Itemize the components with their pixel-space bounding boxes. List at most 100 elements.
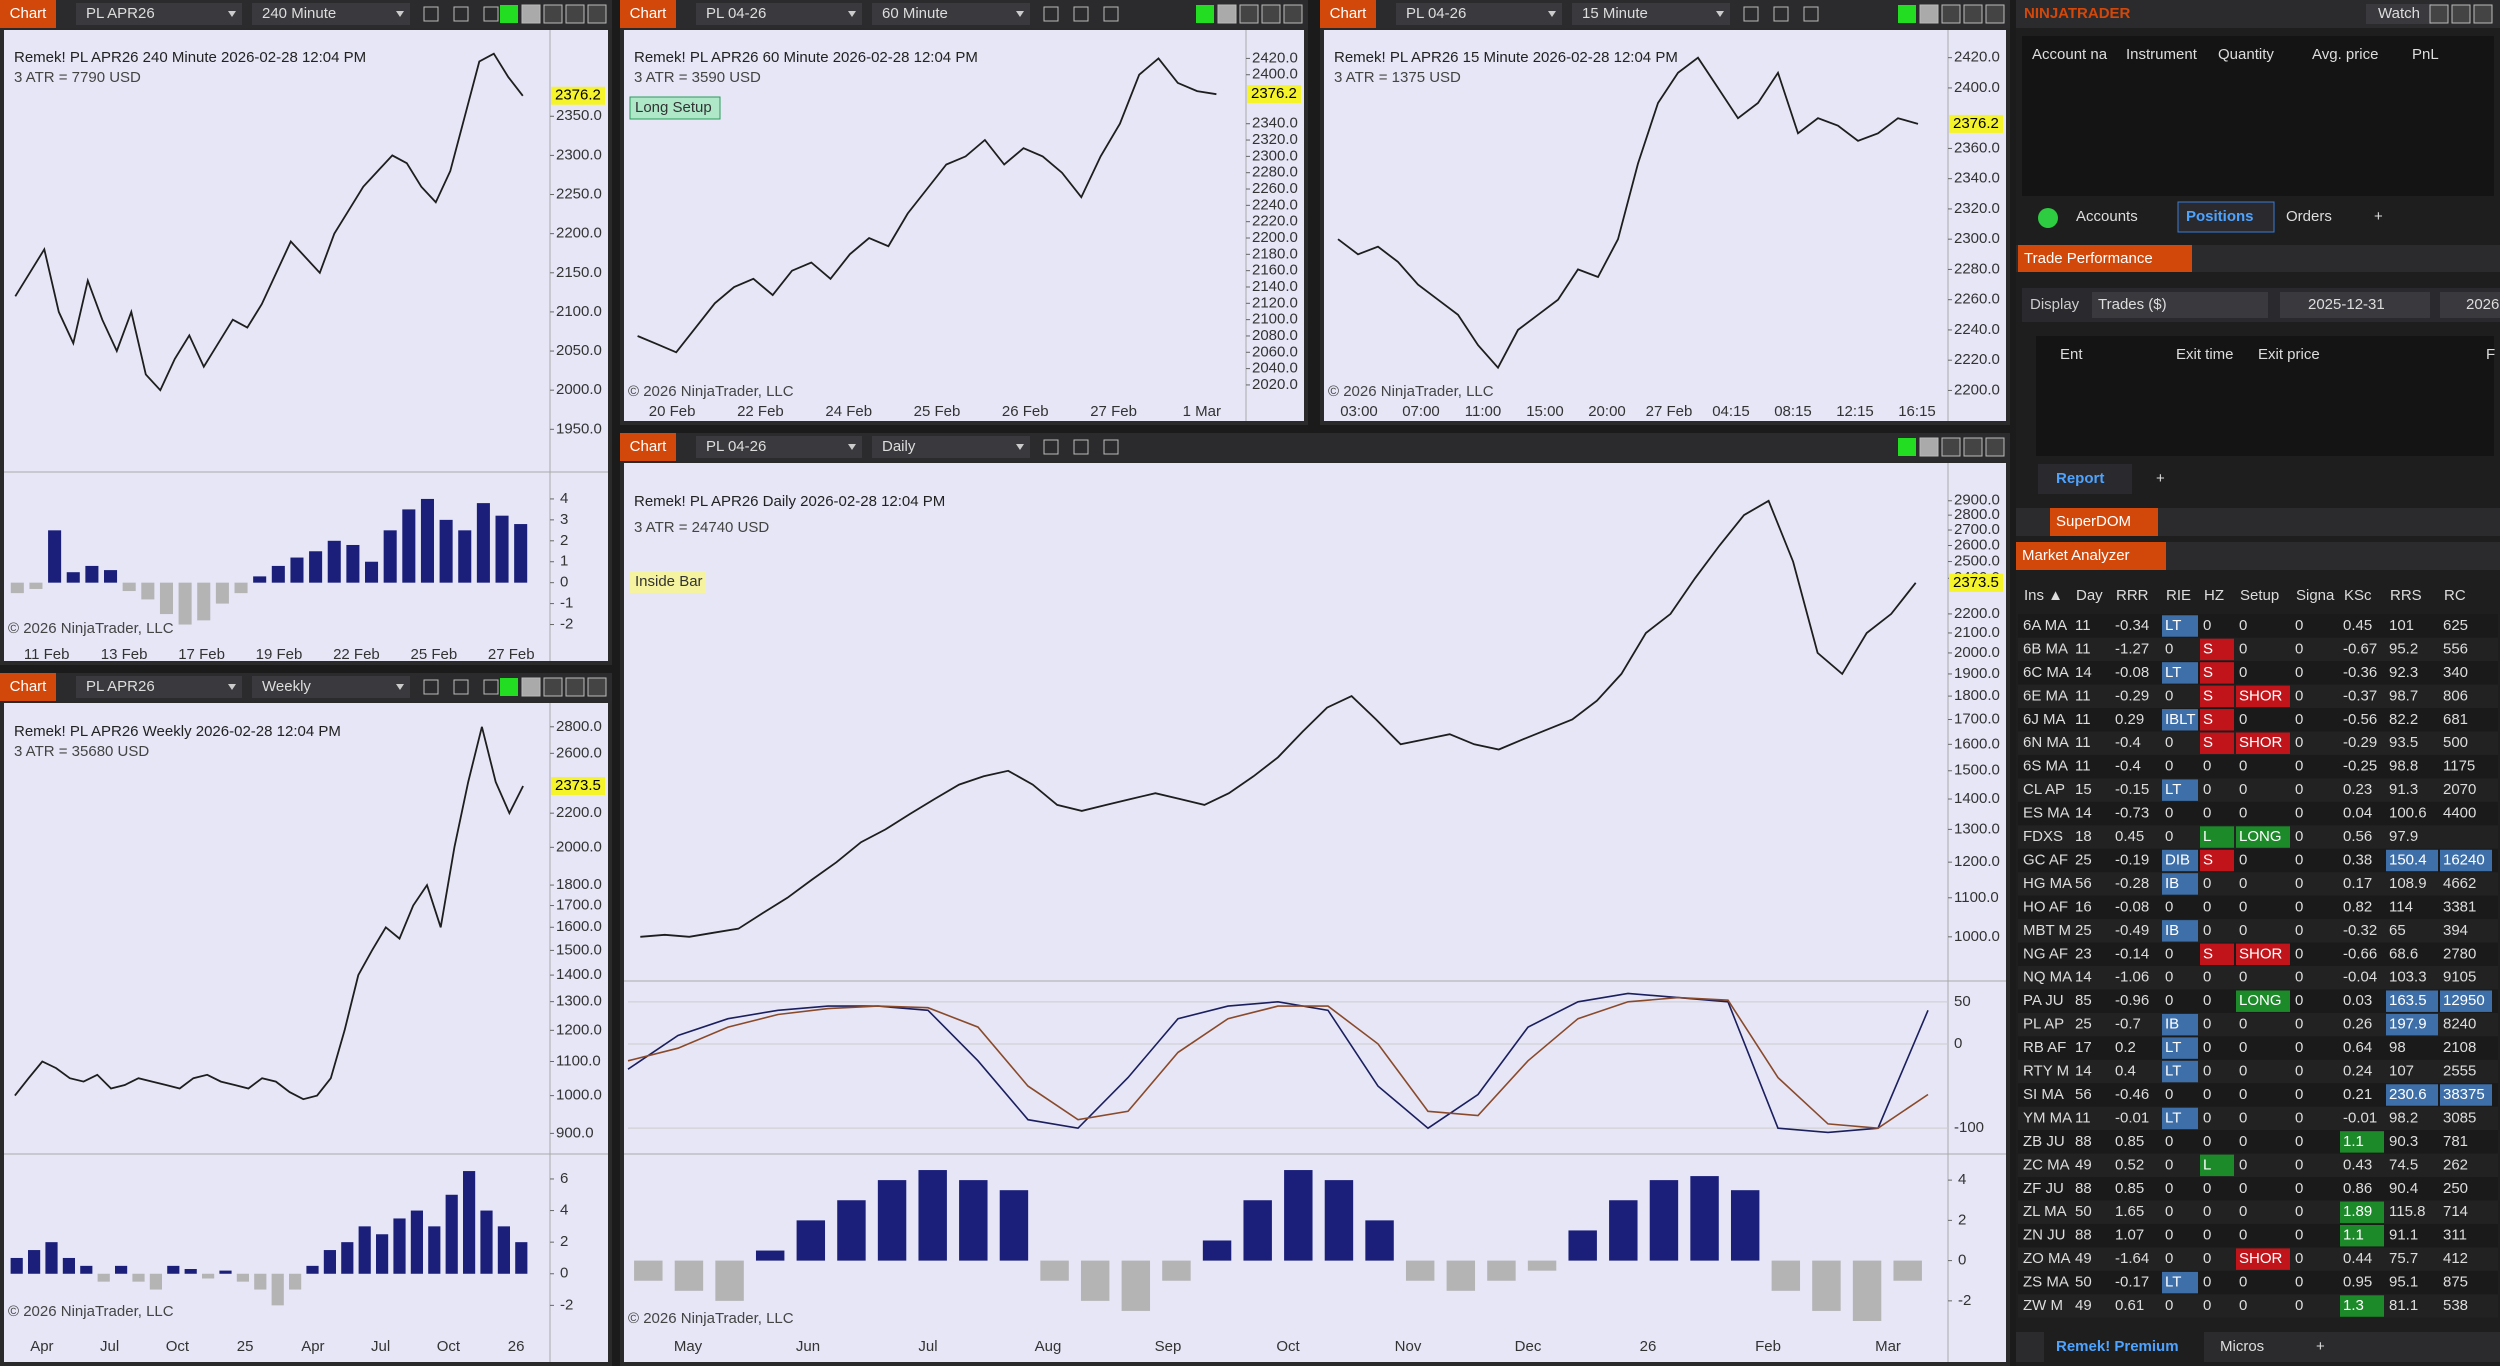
- table-cell: 0: [2165, 734, 2173, 751]
- chart-tab[interactable]: [0, 0, 56, 28]
- chart-tab[interactable]: [620, 433, 676, 461]
- interval-selector[interactable]: [252, 3, 410, 25]
- toolbar-icon[interactable]: [453, 6, 469, 22]
- tab: Accounts: [2076, 208, 2138, 225]
- window-button[interactable]: [1261, 4, 1281, 24]
- table-cell: 0: [2239, 1016, 2247, 1033]
- window-button[interactable]: [1963, 4, 1983, 24]
- toolbar-icon[interactable]: [453, 679, 469, 695]
- y-tick-label: 1900.0: [1954, 665, 2000, 682]
- histogram-bar: [184, 1269, 197, 1274]
- table-cell: 95.1: [2389, 1274, 2418, 1291]
- interval-selector[interactable]: [872, 3, 1030, 25]
- table-cell: 0: [2203, 1133, 2211, 1150]
- table-cell: -0.25: [2343, 758, 2377, 775]
- window-button[interactable]: [2429, 4, 2449, 24]
- x-tick-label: 15:00: [1526, 403, 1564, 420]
- hist-tick-label: -2: [560, 1296, 573, 1313]
- toolbar-icon[interactable]: [1103, 6, 1119, 22]
- date-select[interactable]: [2280, 292, 2430, 318]
- window-button[interactable]: [1217, 4, 1237, 24]
- table-cell: 0: [2203, 1250, 2211, 1267]
- window-button[interactable]: [1985, 4, 2005, 24]
- y-tick-label: 2100.0: [556, 303, 602, 320]
- interval-selector[interactable]: [252, 676, 410, 698]
- window-button[interactable]: [565, 677, 585, 697]
- display-select[interactable]: [2092, 292, 2268, 318]
- window-button[interactable]: [1919, 4, 1939, 24]
- table-cell: 56: [2075, 1086, 2092, 1103]
- table-cell: 74.5: [2389, 1156, 2418, 1173]
- window-button[interactable]: [521, 677, 541, 697]
- active-tab[interactable]: [2044, 1332, 2204, 1362]
- date-select[interactable]: [2440, 292, 2500, 318]
- x-tick-label: 27 Feb: [488, 646, 535, 663]
- window-button[interactable]: [1941, 437, 1961, 457]
- window-button[interactable]: [1963, 437, 1983, 457]
- window-button[interactable]: [1919, 437, 1939, 457]
- toolbar-icon[interactable]: [1773, 6, 1789, 22]
- atr-label: 3 ATR = 3590 USD: [634, 69, 761, 86]
- toolbar-icon[interactable]: [1043, 6, 1059, 22]
- toolbar-icon[interactable]: [1803, 6, 1819, 22]
- window-button[interactable]: [1941, 4, 1961, 24]
- table-cell: 1.89: [2343, 1203, 2372, 1220]
- histogram-bar: [341, 1242, 354, 1274]
- table-cell: 108.9: [2389, 875, 2427, 892]
- window-button[interactable]: [543, 4, 563, 24]
- watch-button[interactable]: [2366, 4, 2432, 24]
- chart-tab[interactable]: [0, 673, 56, 701]
- window-button[interactable]: [1283, 4, 1303, 24]
- table-cell: 0.56: [2343, 828, 2372, 845]
- window-button[interactable]: [2473, 4, 2493, 24]
- table-cell: L: [2203, 828, 2211, 845]
- toolbar-icon[interactable]: [483, 679, 499, 695]
- hist-tick-label: 0: [560, 1265, 568, 1282]
- table-cell: 0.03: [2343, 992, 2372, 1009]
- toolbar-icon[interactable]: [1073, 6, 1089, 22]
- atr-label: 3 ATR = 35680 USD: [14, 743, 149, 760]
- instrument-selector[interactable]: [76, 676, 242, 698]
- window-button[interactable]: [587, 4, 607, 24]
- instrument-selector[interactable]: [1396, 3, 1562, 25]
- table-row: [2018, 778, 2498, 802]
- toolbar-icon[interactable]: [1043, 439, 1059, 455]
- tab: Remek! Premium: [2056, 1338, 2179, 1355]
- window-button[interactable]: [565, 4, 585, 24]
- toolbar-icon[interactable]: [423, 6, 439, 22]
- table-cell: 0: [2295, 640, 2303, 657]
- instrument-selector[interactable]: [696, 436, 862, 458]
- window-button[interactable]: [543, 677, 563, 697]
- window-button[interactable]: [2451, 4, 2471, 24]
- window-button[interactable]: [1239, 4, 1259, 24]
- instrument-selector[interactable]: [76, 3, 242, 25]
- window-button[interactable]: [521, 4, 541, 24]
- toolbar-icon[interactable]: [1073, 439, 1089, 455]
- histogram-bar: [495, 515, 509, 583]
- table-cell: 3381: [2443, 898, 2476, 915]
- table-cell: 500: [2443, 734, 2468, 751]
- chart-tab[interactable]: [1320, 0, 1376, 28]
- chart-tab[interactable]: [620, 0, 676, 28]
- active-tab[interactable]: [2177, 201, 2275, 233]
- interval-selector[interactable]: [1572, 3, 1730, 25]
- instrument-selector[interactable]: [696, 3, 862, 25]
- copyright: © 2026 NinjaTrader, LLC: [628, 1310, 794, 1327]
- toolbar-icon[interactable]: [423, 679, 439, 695]
- table-cell: 0: [2165, 992, 2173, 1009]
- window-button[interactable]: [1985, 437, 2005, 457]
- table-row: [2018, 1012, 2498, 1037]
- toolbar-icon[interactable]: [1103, 439, 1119, 455]
- interval-selector[interactable]: [872, 436, 1030, 458]
- table-cell: PL AP: [2023, 1016, 2064, 1033]
- hist-tick-label: -2: [560, 616, 573, 633]
- cell-highlight: [2386, 849, 2438, 872]
- toolbar-icon[interactable]: [1743, 6, 1759, 22]
- report-tab[interactable]: [2038, 464, 2132, 494]
- window-button[interactable]: [587, 677, 607, 697]
- table-cell: 0: [2165, 1227, 2173, 1244]
- y-tick-label: 2200.0: [1954, 381, 2000, 398]
- toolbar-icon[interactable]: [483, 6, 499, 22]
- table-cell: 0: [2239, 711, 2247, 728]
- table-cell: 114: [2389, 898, 2413, 915]
